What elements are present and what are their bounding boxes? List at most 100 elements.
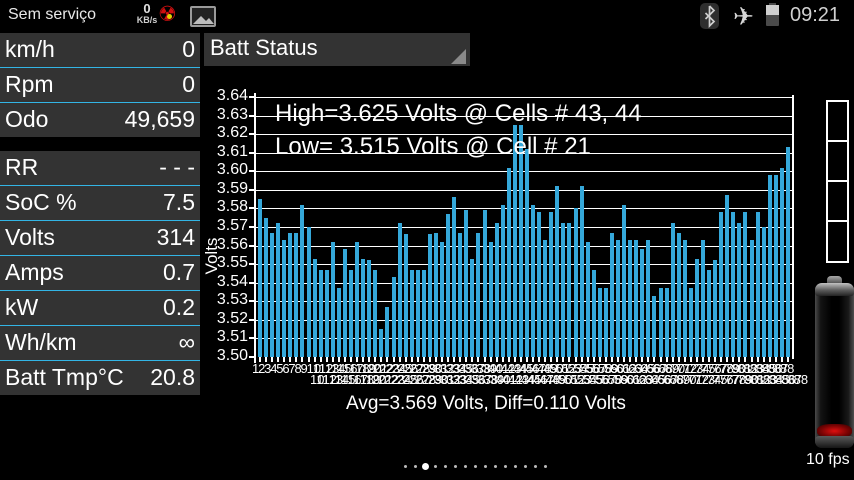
network-speed: 0 KB/s — [130, 2, 164, 25]
bar — [367, 260, 372, 357]
y-tick-label: 3.62 — [216, 124, 248, 142]
pager-dot[interactable] — [443, 464, 447, 468]
bar — [567, 223, 572, 357]
x-tick — [313, 357, 316, 362]
x-tick — [592, 357, 595, 362]
pager-dot[interactable] — [513, 464, 517, 468]
bar — [737, 223, 742, 357]
y-tick — [249, 226, 256, 228]
bar — [294, 232, 299, 357]
sidebar-value-volts: 314 — [156, 224, 195, 250]
pager-dot[interactable] — [403, 464, 407, 468]
x-tick — [277, 357, 280, 362]
x-tick — [441, 357, 444, 362]
sidebar-row-volts: Volts 314 — [0, 221, 200, 257]
x-tick — [265, 357, 268, 362]
y-tick-label: 3.51 — [216, 328, 248, 346]
gridline — [256, 115, 792, 117]
bar — [506, 167, 511, 357]
bar — [785, 147, 790, 357]
pager-dot[interactable] — [493, 464, 497, 468]
bar — [731, 212, 736, 357]
x-tick — [301, 357, 304, 362]
chart-annotation-low: Low= 3.515 Volts @ Cell # 21 — [275, 133, 591, 160]
sidebar-row-rpm: Rpm 0 — [0, 68, 200, 104]
bar — [452, 197, 457, 357]
chart-selector-spinner[interactable]: Batt Status — [204, 33, 470, 68]
radiation-icon: ☢ — [158, 2, 177, 27]
bar — [725, 195, 730, 357]
pager-dot[interactable] — [453, 464, 457, 468]
x-tick — [629, 357, 632, 362]
x-tick — [689, 357, 692, 362]
bar — [719, 212, 724, 357]
bar — [379, 329, 384, 357]
airplane-mode-icon: ✈ — [733, 3, 754, 31]
clock: 09:21 — [790, 4, 841, 26]
y-tick-label: 3.64 — [216, 87, 248, 104]
x-tick — [701, 357, 704, 362]
sidebar-label-rpm: Rpm — [5, 71, 54, 97]
bar — [488, 241, 493, 357]
sidebar-label-rr: RR — [5, 154, 39, 180]
bar — [640, 249, 645, 357]
bar — [464, 210, 469, 357]
x-tick — [526, 357, 528, 362]
x-tick — [677, 357, 680, 362]
x-tick — [647, 357, 650, 362]
pager-dot[interactable] — [473, 464, 477, 468]
x-tick — [580, 357, 583, 362]
sidebar-row-kmh: km/h 0 — [0, 33, 200, 69]
gridline — [256, 301, 792, 303]
sidebar-label-kmh: km/h — [5, 36, 55, 62]
y-tick — [249, 114, 256, 117]
y-tick — [249, 207, 256, 210]
bar — [264, 217, 269, 357]
x-tick — [738, 357, 741, 362]
bar — [258, 199, 262, 357]
bar — [500, 204, 505, 357]
sidebar-label-whkm: Wh/km — [5, 329, 77, 355]
bar — [531, 204, 536, 357]
gridline — [256, 189, 792, 191]
pager-dot[interactable] — [483, 464, 487, 468]
y-tick-label: 3.56 — [216, 235, 248, 253]
bar — [676, 232, 681, 357]
pager-dot[interactable] — [533, 464, 537, 468]
batt-status-chart[interactable]: Volts 3.50 3.51 3.52 3.53 3.54 3.55 3.56 3.57 3.… — [200, 66, 854, 480]
x-tick — [350, 357, 353, 362]
bar — [700, 240, 705, 357]
bar — [713, 260, 718, 357]
bar — [318, 269, 323, 357]
sidebar-row-amps: Amps 0.7 — [0, 256, 200, 292]
y-tick-label: 3.63 — [216, 105, 248, 123]
x-tick — [714, 357, 717, 362]
pager-dot[interactable] — [523, 464, 527, 468]
x-tick — [483, 357, 486, 362]
pager-dot-active[interactable] — [421, 462, 429, 470]
pager-dot[interactable] — [413, 464, 417, 468]
bar — [652, 295, 657, 357]
x-tick — [695, 357, 698, 362]
bar — [670, 223, 675, 357]
gridline — [256, 152, 792, 154]
gridline — [256, 134, 792, 136]
pager-dot[interactable] — [503, 464, 507, 468]
pager-dot[interactable] — [463, 464, 467, 468]
bar — [773, 175, 778, 357]
x-tick — [374, 357, 377, 362]
x-tick — [623, 357, 626, 362]
bar — [427, 234, 432, 357]
bar — [349, 269, 354, 357]
x-tick — [574, 357, 577, 362]
pager-dot[interactable] — [543, 464, 547, 468]
y-tick — [249, 151, 256, 154]
x-tick — [295, 357, 298, 362]
pager-dot[interactable] — [433, 464, 437, 468]
x-tick — [659, 357, 662, 362]
gallery-icon — [190, 6, 216, 27]
x-tick — [750, 357, 753, 362]
gridline — [256, 97, 792, 98]
x-tick — [671, 357, 674, 362]
gridline — [256, 319, 792, 321]
